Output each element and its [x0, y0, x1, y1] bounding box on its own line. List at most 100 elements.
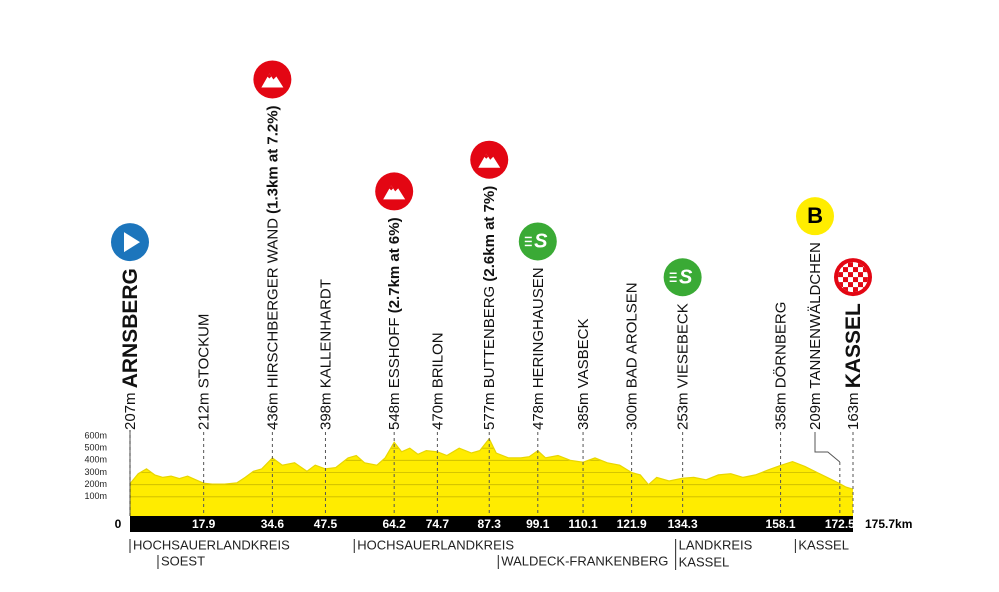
x-end-label: 0 [115, 517, 122, 531]
waypoint-label: 207m ARNSBERG [119, 268, 142, 430]
icon-letter: S [534, 231, 548, 253]
icon-check [863, 277, 868, 283]
waypoint-elevation: 212m [196, 392, 213, 430]
region-label: KASSEL [679, 554, 730, 569]
icon-circle [796, 197, 834, 236]
icon-check [848, 262, 853, 268]
waypoint-name: VIESEBECK [675, 303, 692, 388]
icon-checker [838, 262, 868, 293]
waypoint-elevation: 577m [481, 392, 498, 430]
icon-check [838, 282, 843, 288]
waypoint-elevation: 163m [845, 392, 862, 430]
waypoint-elevation: 436m [264, 392, 281, 430]
waypoint-icon: B [796, 197, 834, 236]
icon-check [853, 267, 858, 273]
y-tick-label: 200m [84, 479, 107, 489]
waypoint-label: 436m HIRSCHBERGER WAND (1.3km at 7.2%) [264, 105, 281, 430]
x-tick-label: 17.9 [192, 517, 216, 531]
icon-letter: S [679, 267, 693, 289]
x-tick-label: 158.1 [766, 517, 796, 531]
waypoint-icon [253, 60, 292, 99]
icon-mountain-cap [267, 73, 272, 79]
waypoint-elevation: 478m [530, 392, 547, 430]
icon-check [853, 287, 858, 293]
waypoint-label: 385m VASBECK [575, 319, 592, 430]
icon-circle [518, 222, 557, 261]
x-tick-label: 64.2 [383, 517, 407, 531]
icon-circle [663, 258, 702, 297]
climb-detail: (2.7km at 6%) [386, 217, 403, 313]
waypoint-name: DÖRNBERG [772, 302, 790, 389]
icon-check [843, 267, 848, 273]
waypoint-name: ARNSBERG [119, 268, 142, 388]
waypoint-label: 470m BRILON [429, 332, 446, 430]
x-tick-label: 121.9 [617, 517, 647, 531]
waypoint-elevation: 207m [122, 392, 139, 430]
x-tick-label: 99.1 [526, 517, 550, 531]
waypoint-label: 209m TANNENWÄLDCHEN [807, 242, 824, 430]
region-label: KASSEL [798, 537, 849, 552]
waypoint-elevation: 209m [807, 392, 824, 430]
waypoint-label: 163m KASSEL [842, 303, 865, 430]
icon-check [838, 272, 843, 278]
waypoint-name: HERINGHAUSEN [530, 267, 547, 388]
waypoint-elevation: 385m [575, 392, 592, 430]
leader-elbow [814, 432, 841, 463]
waypoint-elevation: 398m [317, 392, 334, 430]
waypoint-name: BUTTENBERG [481, 286, 498, 389]
y-tick-label: 100m [84, 491, 107, 501]
x-end-label: 175.7km [865, 517, 912, 531]
waypoint-icon: S [663, 258, 702, 297]
waypoint-label: 212m STOCKUM [196, 314, 213, 430]
icon-check [858, 282, 863, 288]
icon-letter: B [807, 203, 823, 228]
icon-check [858, 262, 863, 268]
waypoint-name: STOCKUM [196, 314, 213, 389]
waypoint-name: KASSEL [842, 303, 865, 388]
climb-detail: (1.3km at 7.2%) [264, 105, 281, 213]
x-tick-label: 87.3 [478, 517, 502, 531]
waypoint-label: 478m HERINGHAUSEN [530, 267, 547, 430]
waypoint-icon [111, 223, 149, 262]
waypoint-label: 253m VIESEBECK [675, 303, 692, 430]
waypoint-label: 398m KALLENHARDT [317, 279, 334, 430]
x-tick-label: 34.6 [261, 517, 285, 531]
region-label: HOCHSAUERLANDKREIS [133, 537, 290, 552]
region-label: SOEST [161, 553, 205, 568]
waypoint-icon: S [518, 222, 557, 261]
waypoint-name: KALLENHARDT [317, 279, 334, 388]
y-tick-label: 400m [84, 455, 107, 465]
y-tick-label: 500m [84, 443, 107, 453]
elevation-line [129, 437, 854, 490]
waypoint-icon [470, 140, 509, 179]
waypoint-label: 548m ESSHOFF (2.7km at 6%) [386, 217, 403, 430]
x-tick-label: 47.5 [314, 517, 338, 531]
icon-mountain-cap [389, 185, 394, 191]
distance-bar [130, 516, 853, 532]
icon-check [858, 272, 863, 278]
icon-mountain [383, 185, 406, 200]
waypoint-name: ESSHOFF [386, 317, 403, 388]
waypoint-elevation: 470m [429, 392, 446, 430]
waypoint-elevation: 358m [773, 392, 790, 430]
icon-mountain [261, 73, 284, 88]
x-tick-label: 110.1 [568, 517, 598, 531]
icon-mountain [478, 153, 501, 168]
region-label: LANDKREIS [679, 537, 753, 552]
icon-check [863, 267, 868, 273]
icon-check [843, 287, 848, 293]
icon-check [853, 277, 858, 283]
icon-check [848, 272, 853, 278]
x-tick-label: 172.5 [825, 517, 855, 531]
x-tick-label: 134.3 [668, 517, 698, 531]
climb-detail: (2.6km at 7%) [481, 186, 498, 282]
icon-mountain-cap [484, 153, 489, 159]
x-tick-label: 74.7 [426, 517, 450, 531]
waypoint-name: BAD AROLSEN [624, 282, 641, 388]
waypoint-name: VASBECK [575, 319, 592, 389]
icon-check [843, 277, 848, 283]
y-tick-label: 600m [84, 430, 107, 440]
icon-arrow [124, 232, 140, 253]
waypoint-elevation: 253m [675, 392, 692, 430]
